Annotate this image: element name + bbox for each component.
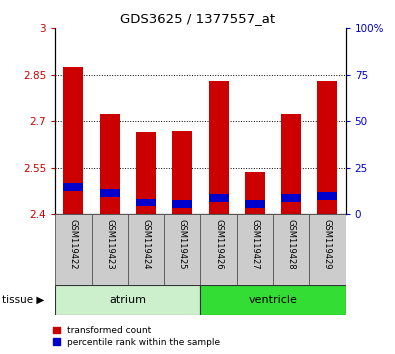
Bar [164,214,201,285]
Bar [318,193,337,200]
Bar [281,194,301,202]
Bar [245,200,265,208]
Text: GSM119422: GSM119422 [69,219,78,270]
Bar [64,67,83,214]
Text: GSM119423: GSM119423 [105,219,114,270]
Bar [200,214,237,285]
Text: GSM119429: GSM119429 [323,219,332,270]
Bar [136,132,156,214]
Text: GSM119426: GSM119426 [214,219,223,270]
Bar [92,214,128,285]
Text: ventricle: ventricle [248,295,297,305]
Bar [172,131,192,214]
Text: atrium: atrium [109,295,147,305]
Bar [172,200,192,208]
Bar [281,114,301,214]
Bar [237,214,273,285]
Text: GSM119424: GSM119424 [141,219,150,270]
Bar [100,189,120,197]
Bar [64,183,83,191]
Bar [318,81,337,214]
Bar [245,172,265,214]
Bar [309,214,346,285]
Bar [100,114,120,214]
Bar [209,81,229,214]
Bar [128,214,164,285]
Bar [55,285,200,315]
Text: GSM119425: GSM119425 [178,219,187,270]
Bar [55,214,92,285]
Bar [136,199,156,206]
Bar [200,285,346,315]
Text: GDS3625 / 1377557_at: GDS3625 / 1377557_at [120,12,275,25]
Bar [273,214,309,285]
Legend: transformed count, percentile rank within the sample: transformed count, percentile rank withi… [52,325,221,348]
Bar [209,194,229,202]
Text: GSM119427: GSM119427 [250,219,260,270]
Text: GSM119428: GSM119428 [287,219,296,270]
Text: tissue ▶: tissue ▶ [2,295,44,305]
